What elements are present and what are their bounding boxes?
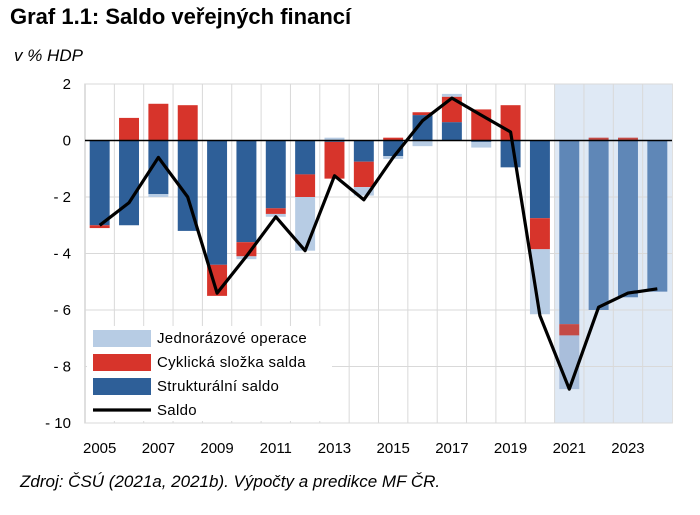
bar-structural xyxy=(207,140,228,265)
bar-cyclical xyxy=(324,141,345,179)
x-tick-label: 2005 xyxy=(83,440,116,457)
bar-cyclical xyxy=(383,137,404,141)
bar-cyclical xyxy=(559,324,580,336)
x-tick-label: 2011 xyxy=(260,440,292,457)
chart-title: Graf 1.1: Saldo veřejných financí xyxy=(10,4,352,29)
x-tick-label: 2007 xyxy=(142,440,175,457)
bar-structural xyxy=(588,140,609,310)
bar-cyclical xyxy=(265,208,286,214)
bar-cyclical xyxy=(295,174,316,197)
chart-source: Zdroj: ČSÚ (2021a, 2021b). Výpočty a pre… xyxy=(20,472,441,491)
y-tick-label: - 4 xyxy=(53,246,71,263)
y-tick-label: - 6 xyxy=(53,302,71,319)
bar-cyclical xyxy=(529,218,550,250)
legend-label: Cyklická složka salda xyxy=(157,354,306,371)
bar-cyclical xyxy=(148,103,169,141)
x-tick-label: 2021 xyxy=(553,440,586,457)
bar-structural xyxy=(353,140,374,162)
bar-structural xyxy=(441,122,462,141)
x-tick-label: 2015 xyxy=(376,440,409,457)
chart-subtitle: v % HDP xyxy=(14,46,83,65)
bar-structural xyxy=(119,140,140,226)
bar-structural xyxy=(529,140,550,219)
x-tick-label: 2023 xyxy=(611,440,644,457)
bar-cyclical xyxy=(89,225,110,229)
bar-structural xyxy=(236,140,257,243)
bar-structural xyxy=(265,140,286,209)
bar-cyclical xyxy=(353,161,374,188)
legend-label: Strukturální saldo xyxy=(157,378,279,395)
bar-cyclical xyxy=(236,242,257,257)
bar-structural xyxy=(647,140,668,292)
bar-structural xyxy=(412,115,433,141)
legend-swatch xyxy=(93,330,151,347)
bar-cyclical xyxy=(617,137,638,141)
bar-one-off xyxy=(441,93,462,97)
bar-structural xyxy=(617,140,638,298)
bar-structural xyxy=(89,140,110,226)
bar-one-off xyxy=(324,137,345,141)
bar-cyclical xyxy=(588,137,609,141)
y-tick-label: - 2 xyxy=(53,189,71,206)
bar-one-off xyxy=(148,194,169,197)
y-tick-label: - 10 xyxy=(45,415,71,432)
bar-cyclical xyxy=(500,105,521,141)
y-tick-label: - 8 xyxy=(53,359,71,376)
bar-one-off xyxy=(412,140,433,147)
x-tick-label: 2013 xyxy=(318,440,351,457)
x-tick-label: 2017 xyxy=(435,440,468,457)
bar-structural xyxy=(295,140,316,175)
x-tick-label: 2009 xyxy=(200,440,233,457)
legend-swatch xyxy=(93,378,151,395)
bar-cyclical xyxy=(412,112,433,116)
bar-structural xyxy=(500,140,521,168)
y-tick-label: 0 xyxy=(63,133,71,150)
bar-one-off xyxy=(559,335,580,390)
x-tick-label: 2019 xyxy=(494,440,527,457)
legend-label: Saldo xyxy=(157,402,197,419)
bar-one-off xyxy=(471,141,492,148)
bar-structural xyxy=(148,140,169,195)
bar-one-off xyxy=(353,187,374,196)
series-line-saldo xyxy=(98,96,658,391)
legend-label: Jednorázové operace xyxy=(157,330,307,347)
bar-cyclical xyxy=(119,117,140,141)
bar-cyclical xyxy=(177,105,198,141)
y-tick-label: 2 xyxy=(63,76,71,93)
bar-one-off xyxy=(529,249,550,315)
legend-swatch xyxy=(93,354,151,371)
bar-structural xyxy=(559,140,580,325)
